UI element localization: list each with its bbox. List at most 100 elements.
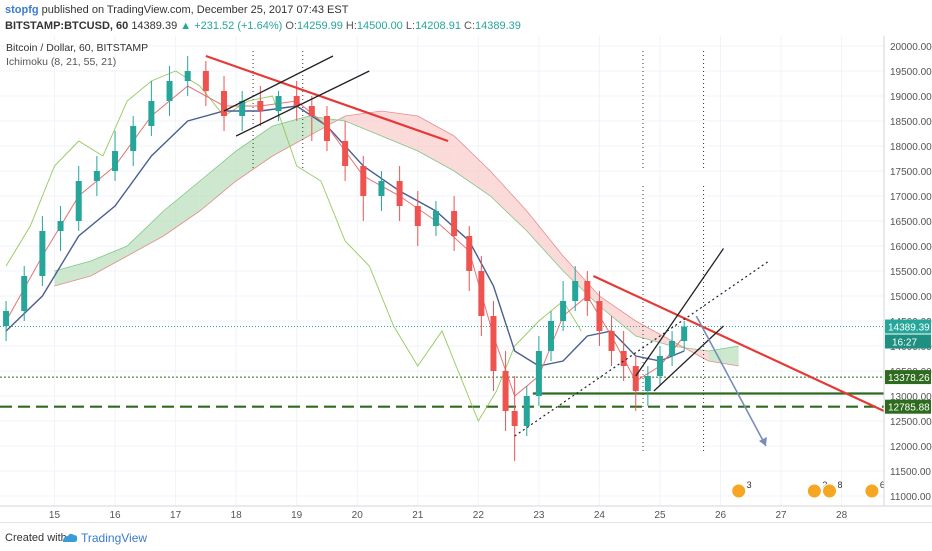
event-count-label: 2 xyxy=(822,480,827,490)
candle-body xyxy=(308,106,315,116)
candle-body xyxy=(275,96,282,111)
level-price-tag-bg xyxy=(885,399,931,414)
cloud-segment xyxy=(490,171,527,231)
close-value: 14389.39 xyxy=(475,20,521,32)
candle-body xyxy=(360,166,367,196)
trendline xyxy=(223,55,334,112)
price-tick-label: 11500.00 xyxy=(890,467,931,478)
published-text: published on TradingView.com, December 2… xyxy=(41,4,349,16)
bar-timer-bg xyxy=(885,334,931,349)
candle-body xyxy=(221,91,228,116)
price-tick-label: 19500.00 xyxy=(890,67,932,78)
candle-body xyxy=(166,81,173,101)
cloud-segment xyxy=(526,211,564,271)
candle-body xyxy=(620,351,627,366)
candle-body xyxy=(608,331,615,351)
candle-body xyxy=(681,326,688,341)
time-tick-label: 15 xyxy=(49,510,61,521)
candle-body xyxy=(523,396,530,426)
candle-body xyxy=(535,351,542,396)
candle-body xyxy=(632,366,639,391)
cloud-segment xyxy=(272,116,309,156)
time-tick-label: 25 xyxy=(654,510,666,521)
cloud-segment xyxy=(54,261,91,286)
symbol-line: BITSTAMP:BTCUSD, 60 14389.39 ▲ +231.52 (… xyxy=(5,20,521,32)
event-flag-icon[interactable] xyxy=(731,483,747,499)
cloud-segment xyxy=(236,126,273,181)
price-tick-label: 16500.00 xyxy=(890,217,932,228)
tradingview-brand[interactable]: TradingView xyxy=(81,531,148,545)
ichimoku-cloud xyxy=(54,110,739,367)
candle-body xyxy=(21,276,28,311)
candle-body xyxy=(202,71,209,91)
event-flag-icon[interactable] xyxy=(806,483,822,499)
cloud-segment xyxy=(563,256,600,306)
chart-title: Bitcoin / Dollar, 60, BITSTAMP xyxy=(6,42,148,54)
bar-timer-label: 16:27 xyxy=(892,338,917,349)
price-tags: 14389.39 16:27 13378.26 12785.88 xyxy=(885,319,931,414)
event-flag-icon[interactable] xyxy=(864,483,880,499)
candle-body xyxy=(378,181,385,196)
cloud-segment xyxy=(199,151,237,211)
time-tick-label: 16 xyxy=(109,510,121,521)
chart-header: stopfg published on TradingView.com, Dec… xyxy=(0,0,932,36)
high-value: 14500.00 xyxy=(356,20,403,32)
candle-body xyxy=(511,411,518,426)
username-link[interactable]: stopfg xyxy=(5,4,39,16)
level-price-tag: 12785.88 xyxy=(888,403,930,414)
horizontal-levels xyxy=(0,326,884,408)
indicator-label[interactable]: Ichimoku (8, 21, 55, 21) xyxy=(6,56,116,68)
candle-body xyxy=(148,101,155,126)
trendline xyxy=(695,315,767,447)
last-price: 14389.39 xyxy=(131,20,178,32)
trendline xyxy=(205,54,449,143)
candle-body xyxy=(656,356,663,376)
event-flag-icon[interactable] xyxy=(822,483,838,499)
price-tick-label: 19000.00 xyxy=(890,92,932,103)
time-tick-label: 18 xyxy=(231,510,243,521)
time-axis[interactable]: 15 16 17 18 19 20 21 22 23 24 25 26 27 28 xyxy=(49,510,848,521)
price-tick-label: 15000.00 xyxy=(890,292,932,303)
candle-body xyxy=(39,231,46,276)
candle-body xyxy=(3,311,10,326)
time-tick-label: 20 xyxy=(352,510,364,521)
cloud-segment xyxy=(417,116,455,171)
price-tick-label: 13000.00 xyxy=(890,392,932,403)
candlesticks xyxy=(3,56,688,461)
trendline xyxy=(592,275,885,412)
candle-body xyxy=(75,181,82,221)
chikou-span-line xyxy=(5,70,582,423)
event-count-label: 8 xyxy=(838,480,843,490)
candle-body xyxy=(596,301,603,331)
candle-body xyxy=(293,96,300,106)
candle-body xyxy=(432,211,439,226)
time-tick-label: 26 xyxy=(715,510,727,521)
candle-body xyxy=(396,181,403,206)
time-tick-label: 21 xyxy=(412,510,424,521)
candle-body xyxy=(112,151,119,171)
candle-body xyxy=(478,271,485,316)
open-label: O: xyxy=(285,20,297,32)
event-icons[interactable]: 3 2 8 6 xyxy=(731,480,885,499)
price-tick-label: 11000.00 xyxy=(890,492,931,503)
low-value: 14208.91 xyxy=(415,20,461,32)
symbol-label[interactable]: BITSTAMP:BTCUSD, 60 xyxy=(5,20,129,32)
time-tick-label: 17 xyxy=(170,510,182,521)
candle-body xyxy=(466,236,473,271)
price-tick-label: 15500.00 xyxy=(890,267,932,278)
price-tick-label: 17000.00 xyxy=(890,192,932,203)
senkou-span-a xyxy=(54,115,739,352)
candle-body xyxy=(414,206,421,226)
price-axis-panel[interactable] xyxy=(884,36,932,522)
chart-background xyxy=(0,36,932,522)
price-tick-label: 17500.00 xyxy=(890,167,932,178)
trendline xyxy=(514,260,770,437)
price-change: ▲ +231.52 (+1.64%) xyxy=(180,20,283,32)
projection-arrowhead xyxy=(758,437,767,446)
price-tick-label: 20000.00 xyxy=(890,42,932,53)
candle-body xyxy=(547,321,554,351)
time-tick-label: 28 xyxy=(836,510,848,521)
time-tick-label: 24 xyxy=(594,510,606,521)
drawn-trendlines xyxy=(205,54,885,447)
